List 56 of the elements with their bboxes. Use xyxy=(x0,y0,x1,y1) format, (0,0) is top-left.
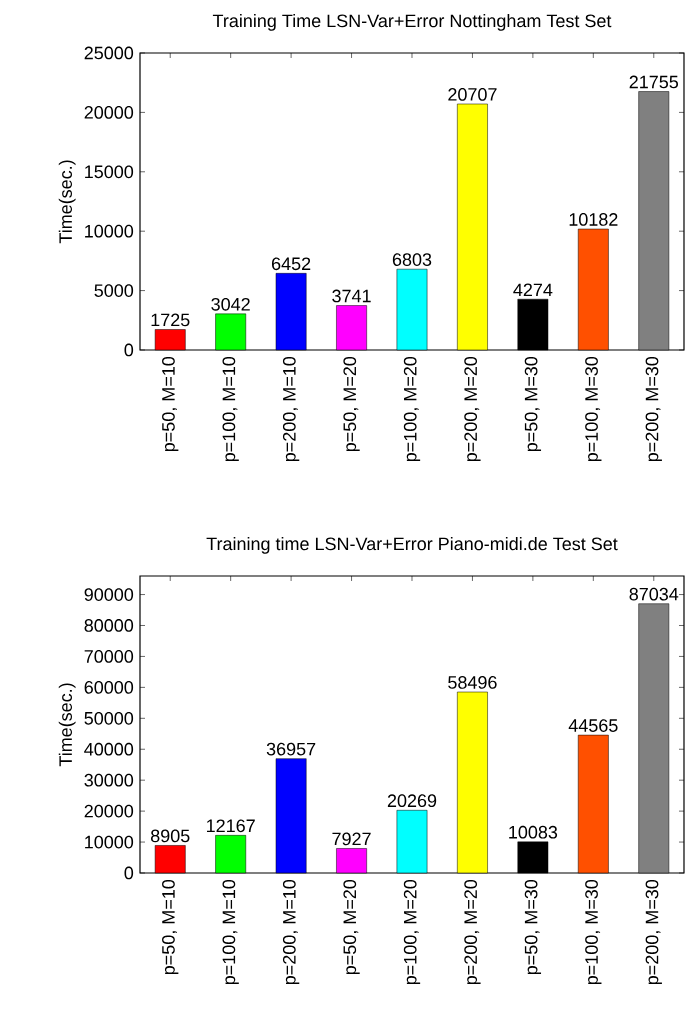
data-label: 44565 xyxy=(568,719,618,732)
data-label: 20269 xyxy=(387,794,437,808)
data-label: 87034 xyxy=(629,587,679,601)
x-tick-label: p=100, M=10 xyxy=(222,356,239,462)
y-tick-label: 60000 xyxy=(84,680,134,694)
data-label: 3741 xyxy=(332,289,371,303)
x-tick-label: p=200, M=20 xyxy=(464,356,481,462)
chart-title: Training Time LSN-Var+Error Nottingham Test Set xyxy=(212,14,612,31)
y-tick-label: 5000 xyxy=(94,284,134,297)
chart-title: Training time LSN-Var+Error Piano-midi.de Test Set xyxy=(206,537,618,554)
y-tick-label: 20000 xyxy=(84,106,134,119)
data-label: 1725 xyxy=(151,313,190,327)
data-label: 6452 xyxy=(272,257,311,271)
y-tick-label: 25000 xyxy=(84,46,134,60)
y-tick-label: 40000 xyxy=(84,742,134,756)
data-label: 20707 xyxy=(448,88,497,101)
y-axis-title: Time(sec.) xyxy=(58,160,76,244)
x-tick-label: p=100, M=10 xyxy=(222,879,239,985)
data-label: 6803 xyxy=(392,253,432,266)
y-tick-label: 0 xyxy=(124,866,134,880)
y-tick-label: 20000 xyxy=(84,804,134,818)
y-axis-title: Time(sec.) xyxy=(58,683,76,767)
data-label: 7927 xyxy=(332,832,371,846)
x-tick-label: p=50, M=10 xyxy=(162,356,179,452)
data-label: 10083 xyxy=(509,825,558,839)
data-label: 58496 xyxy=(448,676,497,689)
y-tick-label: 15000 xyxy=(85,165,134,179)
data-label: 8905 xyxy=(150,829,190,843)
x-tick-label: p=50, M=20 xyxy=(343,879,360,975)
data-label: 4274 xyxy=(513,283,553,297)
x-tick-label: p=100, M=20 xyxy=(403,879,421,985)
x-tick-label: p=200, M=20 xyxy=(464,879,481,985)
y-tick-label: 10000 xyxy=(85,835,134,849)
y-tick-label: 80000 xyxy=(84,619,134,632)
data-label: 3042 xyxy=(211,297,250,311)
x-tick-label: p=200, M=10 xyxy=(282,356,300,462)
y-tick-label: 30000 xyxy=(84,773,134,787)
data-label: 12167 xyxy=(207,819,255,833)
y-tick-label: 10000 xyxy=(85,224,134,238)
data-label: 10182 xyxy=(569,213,618,226)
x-tick-label: p=200, M=30 xyxy=(645,879,662,985)
data-label: 36957 xyxy=(266,742,316,756)
x-tick-label: p=50, M=20 xyxy=(343,356,360,452)
x-tick-label: p=200, M=10 xyxy=(282,879,300,985)
y-tick-label: 0 xyxy=(124,343,134,357)
x-tick-label: p=100, M=20 xyxy=(403,356,421,462)
x-tick-label: p=100, M=30 xyxy=(585,879,602,985)
y-tick-label: 50000 xyxy=(84,711,134,725)
x-tick-label: p=50, M=30 xyxy=(524,879,542,975)
x-tick-label: p=50, M=30 xyxy=(524,356,542,452)
x-tick-label: p=100, M=30 xyxy=(585,356,602,462)
x-tick-label: p=50, M=10 xyxy=(162,879,179,975)
y-tick-label: 70000 xyxy=(84,650,134,663)
y-tick-label: 90000 xyxy=(84,588,134,601)
x-tick-label: p=200, M=30 xyxy=(645,356,662,462)
data-label: 21755 xyxy=(629,75,679,89)
